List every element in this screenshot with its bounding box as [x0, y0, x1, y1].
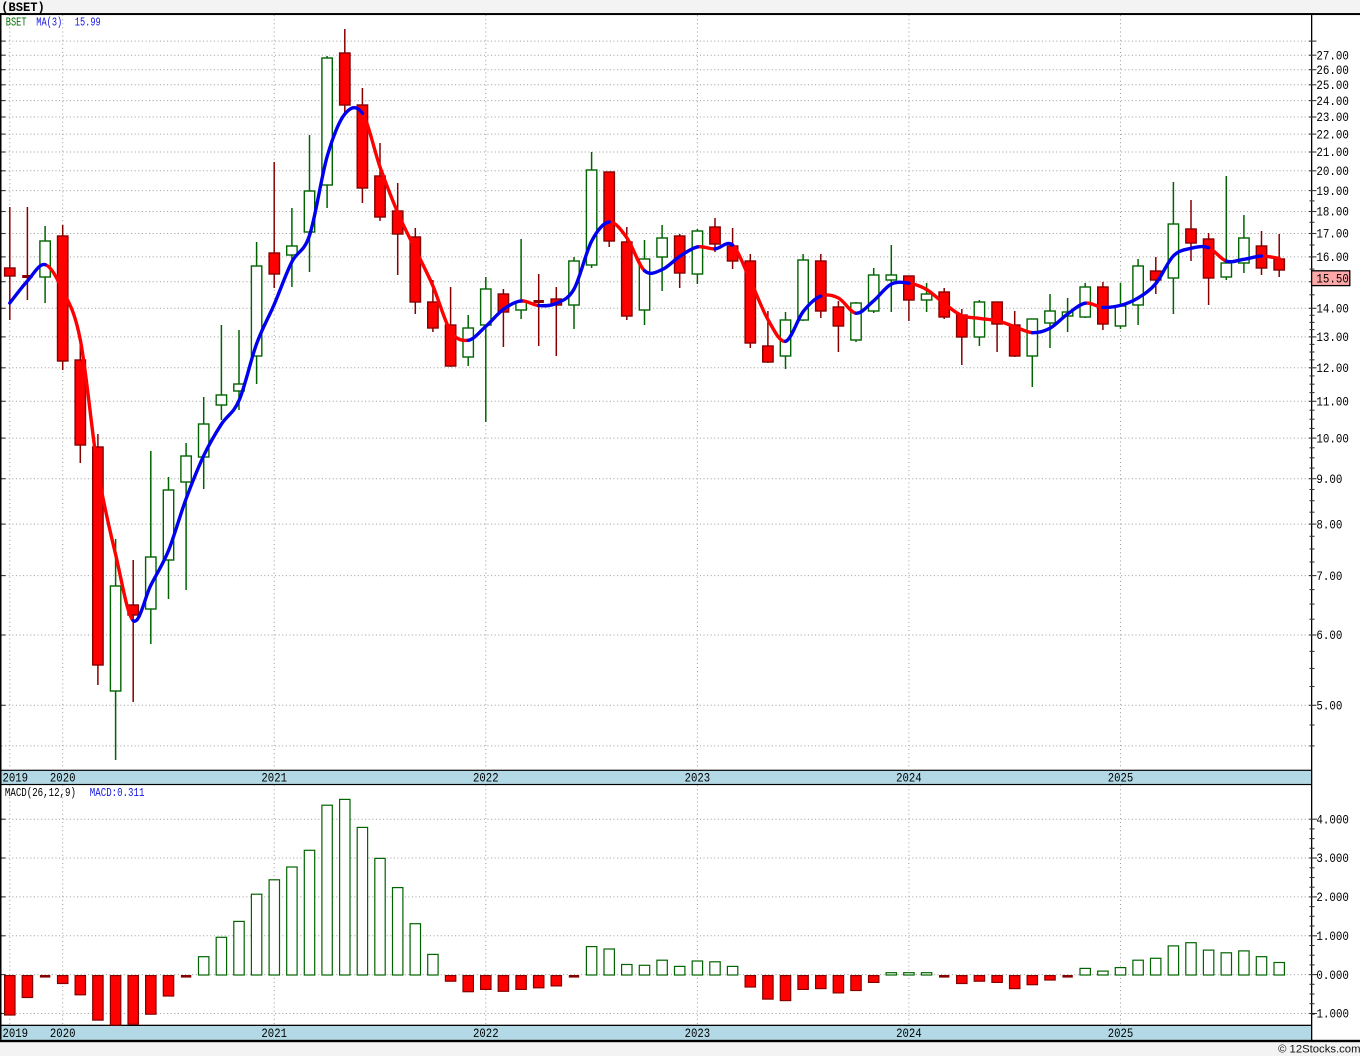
svg-text:10.00: 10.00: [1316, 431, 1348, 446]
svg-text:8.00: 8.00: [1316, 517, 1342, 532]
svg-text:2025: 2025: [1108, 1026, 1134, 1041]
svg-text:2.000: 2.000: [1316, 890, 1348, 905]
svg-text:2023: 2023: [685, 770, 711, 785]
svg-text:17.00: 17.00: [1316, 227, 1348, 242]
svg-text:2022: 2022: [473, 770, 499, 785]
svg-text:2023: 2023: [685, 1026, 711, 1041]
svg-text:15.50: 15.50: [1316, 272, 1348, 287]
svg-text:2020: 2020: [50, 1026, 76, 1041]
svg-text:2020: 2020: [50, 770, 76, 785]
svg-text:0.000: 0.000: [1316, 968, 1348, 983]
svg-text:1.000: 1.000: [1316, 929, 1348, 944]
svg-text:25.00: 25.00: [1316, 78, 1348, 93]
svg-text:26.00: 26.00: [1316, 63, 1348, 78]
svg-text:13.00: 13.00: [1316, 330, 1348, 345]
svg-text:19.00: 19.00: [1316, 184, 1348, 199]
svg-text:2022: 2022: [473, 1026, 499, 1041]
svg-text:14.00: 14.00: [1316, 302, 1348, 317]
svg-text:3.000: 3.000: [1316, 851, 1348, 866]
svg-text:2024: 2024: [896, 770, 922, 785]
svg-text:12.00: 12.00: [1316, 361, 1348, 376]
svg-text:16.00: 16.00: [1316, 250, 1348, 265]
svg-text:2021: 2021: [261, 1026, 287, 1041]
svg-text:2019: 2019: [3, 1026, 29, 1041]
svg-text:22.00: 22.00: [1316, 127, 1348, 142]
svg-text:27.00: 27.00: [1316, 49, 1348, 64]
svg-text:(BSET): (BSET): [1, 1, 45, 15]
svg-text:9.00: 9.00: [1316, 472, 1342, 487]
svg-text:24.00: 24.00: [1316, 94, 1348, 109]
svg-text:MA(3): MA(3): [36, 16, 62, 30]
svg-text:18.00: 18.00: [1316, 205, 1348, 220]
svg-text:MACD(26,12,9): MACD(26,12,9): [5, 787, 76, 801]
svg-text:11.00: 11.00: [1316, 395, 1348, 410]
svg-text:2025: 2025: [1108, 770, 1134, 785]
svg-text:23.00: 23.00: [1316, 110, 1348, 125]
svg-text:2019: 2019: [3, 770, 29, 785]
svg-text:© 12Stocks.com: © 12Stocks.com: [1278, 1043, 1360, 1055]
svg-text:2024: 2024: [896, 1026, 922, 1041]
svg-text:MACD:0.311: MACD:0.311: [90, 787, 145, 801]
svg-text:20.00: 20.00: [1316, 164, 1348, 179]
svg-text:BSET: BSET: [6, 16, 27, 30]
svg-text:5.00: 5.00: [1316, 699, 1342, 714]
svg-text:4.000: 4.000: [1316, 813, 1348, 828]
svg-text:-1.000: -1.000: [1310, 1007, 1349, 1022]
svg-text:15.99: 15.99: [75, 16, 101, 30]
svg-text:6.00: 6.00: [1316, 628, 1342, 643]
svg-text:2021: 2021: [261, 770, 287, 785]
svg-text:7.00: 7.00: [1316, 569, 1342, 584]
svg-text:21.00: 21.00: [1316, 145, 1348, 160]
